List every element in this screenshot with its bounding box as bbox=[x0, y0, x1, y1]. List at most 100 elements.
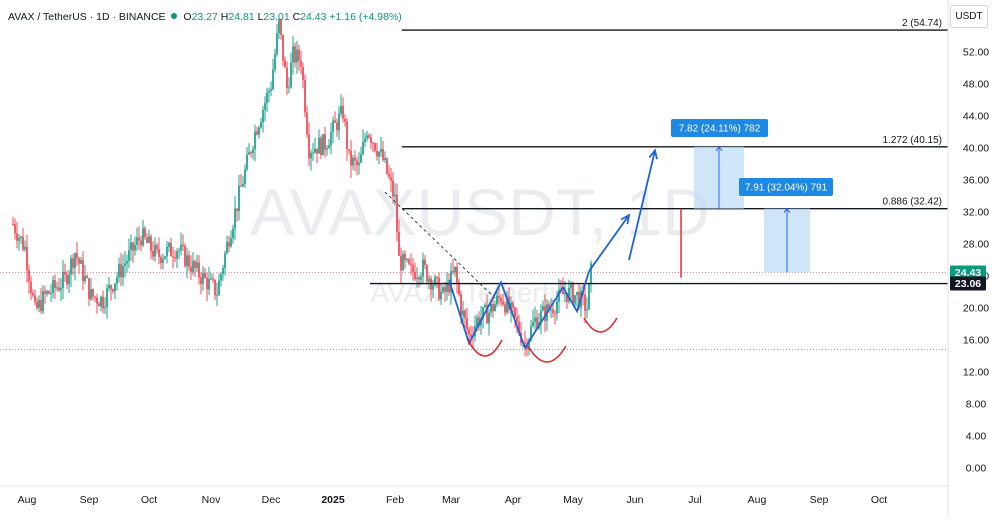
candles bbox=[12, 17, 592, 357]
projection-measure-arrow bbox=[715, 145, 723, 152]
status-dot-icon bbox=[171, 13, 178, 19]
candle-body bbox=[426, 265, 428, 282]
candle-body bbox=[456, 266, 458, 283]
y-tick-label: 0.00 bbox=[966, 463, 987, 475]
candle-body bbox=[330, 132, 332, 146]
candle-body bbox=[42, 291, 44, 312]
candle-body bbox=[568, 287, 570, 302]
candle-body bbox=[554, 313, 556, 315]
candle-body bbox=[18, 237, 20, 241]
candle-body bbox=[396, 194, 398, 233]
candle-body bbox=[334, 120, 336, 123]
candle-body bbox=[376, 150, 378, 157]
candle-body bbox=[250, 152, 252, 154]
x-tick-label: May bbox=[563, 494, 584, 506]
candle-body bbox=[76, 253, 78, 259]
candle-body bbox=[230, 238, 232, 247]
candle-body bbox=[206, 277, 208, 290]
symbol-header: AVAX / TetherUS · 1D · BINANCE O23.27 H2… bbox=[8, 11, 402, 23]
x-tick-label: 2025 bbox=[321, 494, 345, 506]
x-tick-label: Oct bbox=[871, 494, 887, 506]
candle-body bbox=[326, 148, 328, 150]
candle-body bbox=[26, 246, 28, 271]
candle-body bbox=[174, 257, 176, 259]
candle-body bbox=[102, 296, 104, 309]
candle-body bbox=[218, 280, 220, 296]
candle-body bbox=[198, 262, 200, 278]
candle-body bbox=[252, 149, 254, 154]
candle-body bbox=[526, 343, 528, 350]
candle-body bbox=[70, 258, 72, 275]
candle-body bbox=[22, 236, 24, 250]
y-tick-label: 52.00 bbox=[963, 47, 989, 59]
candle-body bbox=[348, 149, 350, 151]
key-level-tag: 23.06 bbox=[955, 278, 981, 290]
candle-body bbox=[542, 306, 544, 311]
candle-body bbox=[402, 253, 404, 271]
candle-body bbox=[56, 287, 58, 289]
candle-body bbox=[374, 143, 376, 151]
last-price-tag-bg bbox=[950, 265, 986, 280]
candle-body bbox=[530, 326, 532, 340]
candle-body bbox=[586, 309, 588, 311]
candle-body bbox=[30, 281, 32, 293]
candle-body bbox=[80, 260, 82, 264]
candle-body bbox=[502, 301, 504, 305]
candle-body bbox=[162, 258, 164, 264]
candle-body bbox=[118, 264, 120, 278]
symbol-title[interactable]: AVAX / TetherUS · 1D · BINANCE bbox=[8, 11, 166, 23]
candle-body bbox=[256, 131, 258, 135]
candle-body bbox=[392, 180, 394, 197]
candle-body bbox=[336, 122, 338, 131]
currency-button[interactable]: USDT bbox=[950, 5, 988, 28]
y-tick-label: 4.00 bbox=[966, 431, 987, 443]
candle-body bbox=[324, 134, 326, 150]
open-label: O bbox=[183, 11, 192, 23]
candle-body bbox=[82, 260, 84, 282]
projection-measure-arrow bbox=[783, 207, 791, 213]
low-label: L bbox=[257, 11, 264, 23]
candle-body bbox=[144, 228, 146, 238]
candle-body bbox=[126, 261, 128, 264]
candle-body bbox=[578, 291, 580, 308]
candle-body bbox=[44, 291, 46, 294]
candle-body bbox=[112, 289, 114, 292]
candle-body bbox=[268, 90, 270, 93]
candle-body bbox=[180, 244, 182, 251]
candle-body bbox=[16, 233, 18, 241]
candle-body bbox=[540, 310, 542, 323]
candle-body bbox=[192, 261, 194, 272]
candle-body bbox=[136, 237, 138, 245]
candle-body bbox=[386, 158, 388, 174]
candle-body bbox=[404, 253, 406, 261]
candle-body bbox=[552, 309, 554, 314]
candle-body bbox=[272, 69, 274, 90]
candle-body bbox=[370, 137, 372, 143]
candle-body bbox=[544, 306, 546, 321]
candle-body bbox=[346, 121, 348, 150]
candle-body bbox=[36, 301, 38, 308]
projection-arrow-2 bbox=[628, 150, 656, 261]
candle-body bbox=[314, 148, 316, 153]
candle-body bbox=[130, 242, 132, 251]
candle-body bbox=[24, 246, 26, 250]
candle-body bbox=[212, 278, 214, 280]
candle-body bbox=[310, 152, 312, 159]
candle-body bbox=[428, 278, 430, 282]
candle-body bbox=[494, 304, 496, 312]
candle-body bbox=[418, 277, 420, 280]
fib-level-label: 0.886 (32.42) bbox=[883, 197, 943, 208]
last-price-tag: 24.43 bbox=[955, 267, 981, 279]
candle-body bbox=[108, 285, 110, 289]
candle-body bbox=[590, 263, 592, 284]
candle-body bbox=[450, 271, 452, 293]
candle-body bbox=[58, 287, 60, 291]
candle-body bbox=[114, 283, 116, 292]
candle-body bbox=[588, 283, 590, 310]
candle-body bbox=[410, 263, 412, 265]
x-tick-label: Aug bbox=[748, 494, 767, 506]
candle-body bbox=[222, 267, 224, 275]
candle-body bbox=[232, 228, 234, 239]
